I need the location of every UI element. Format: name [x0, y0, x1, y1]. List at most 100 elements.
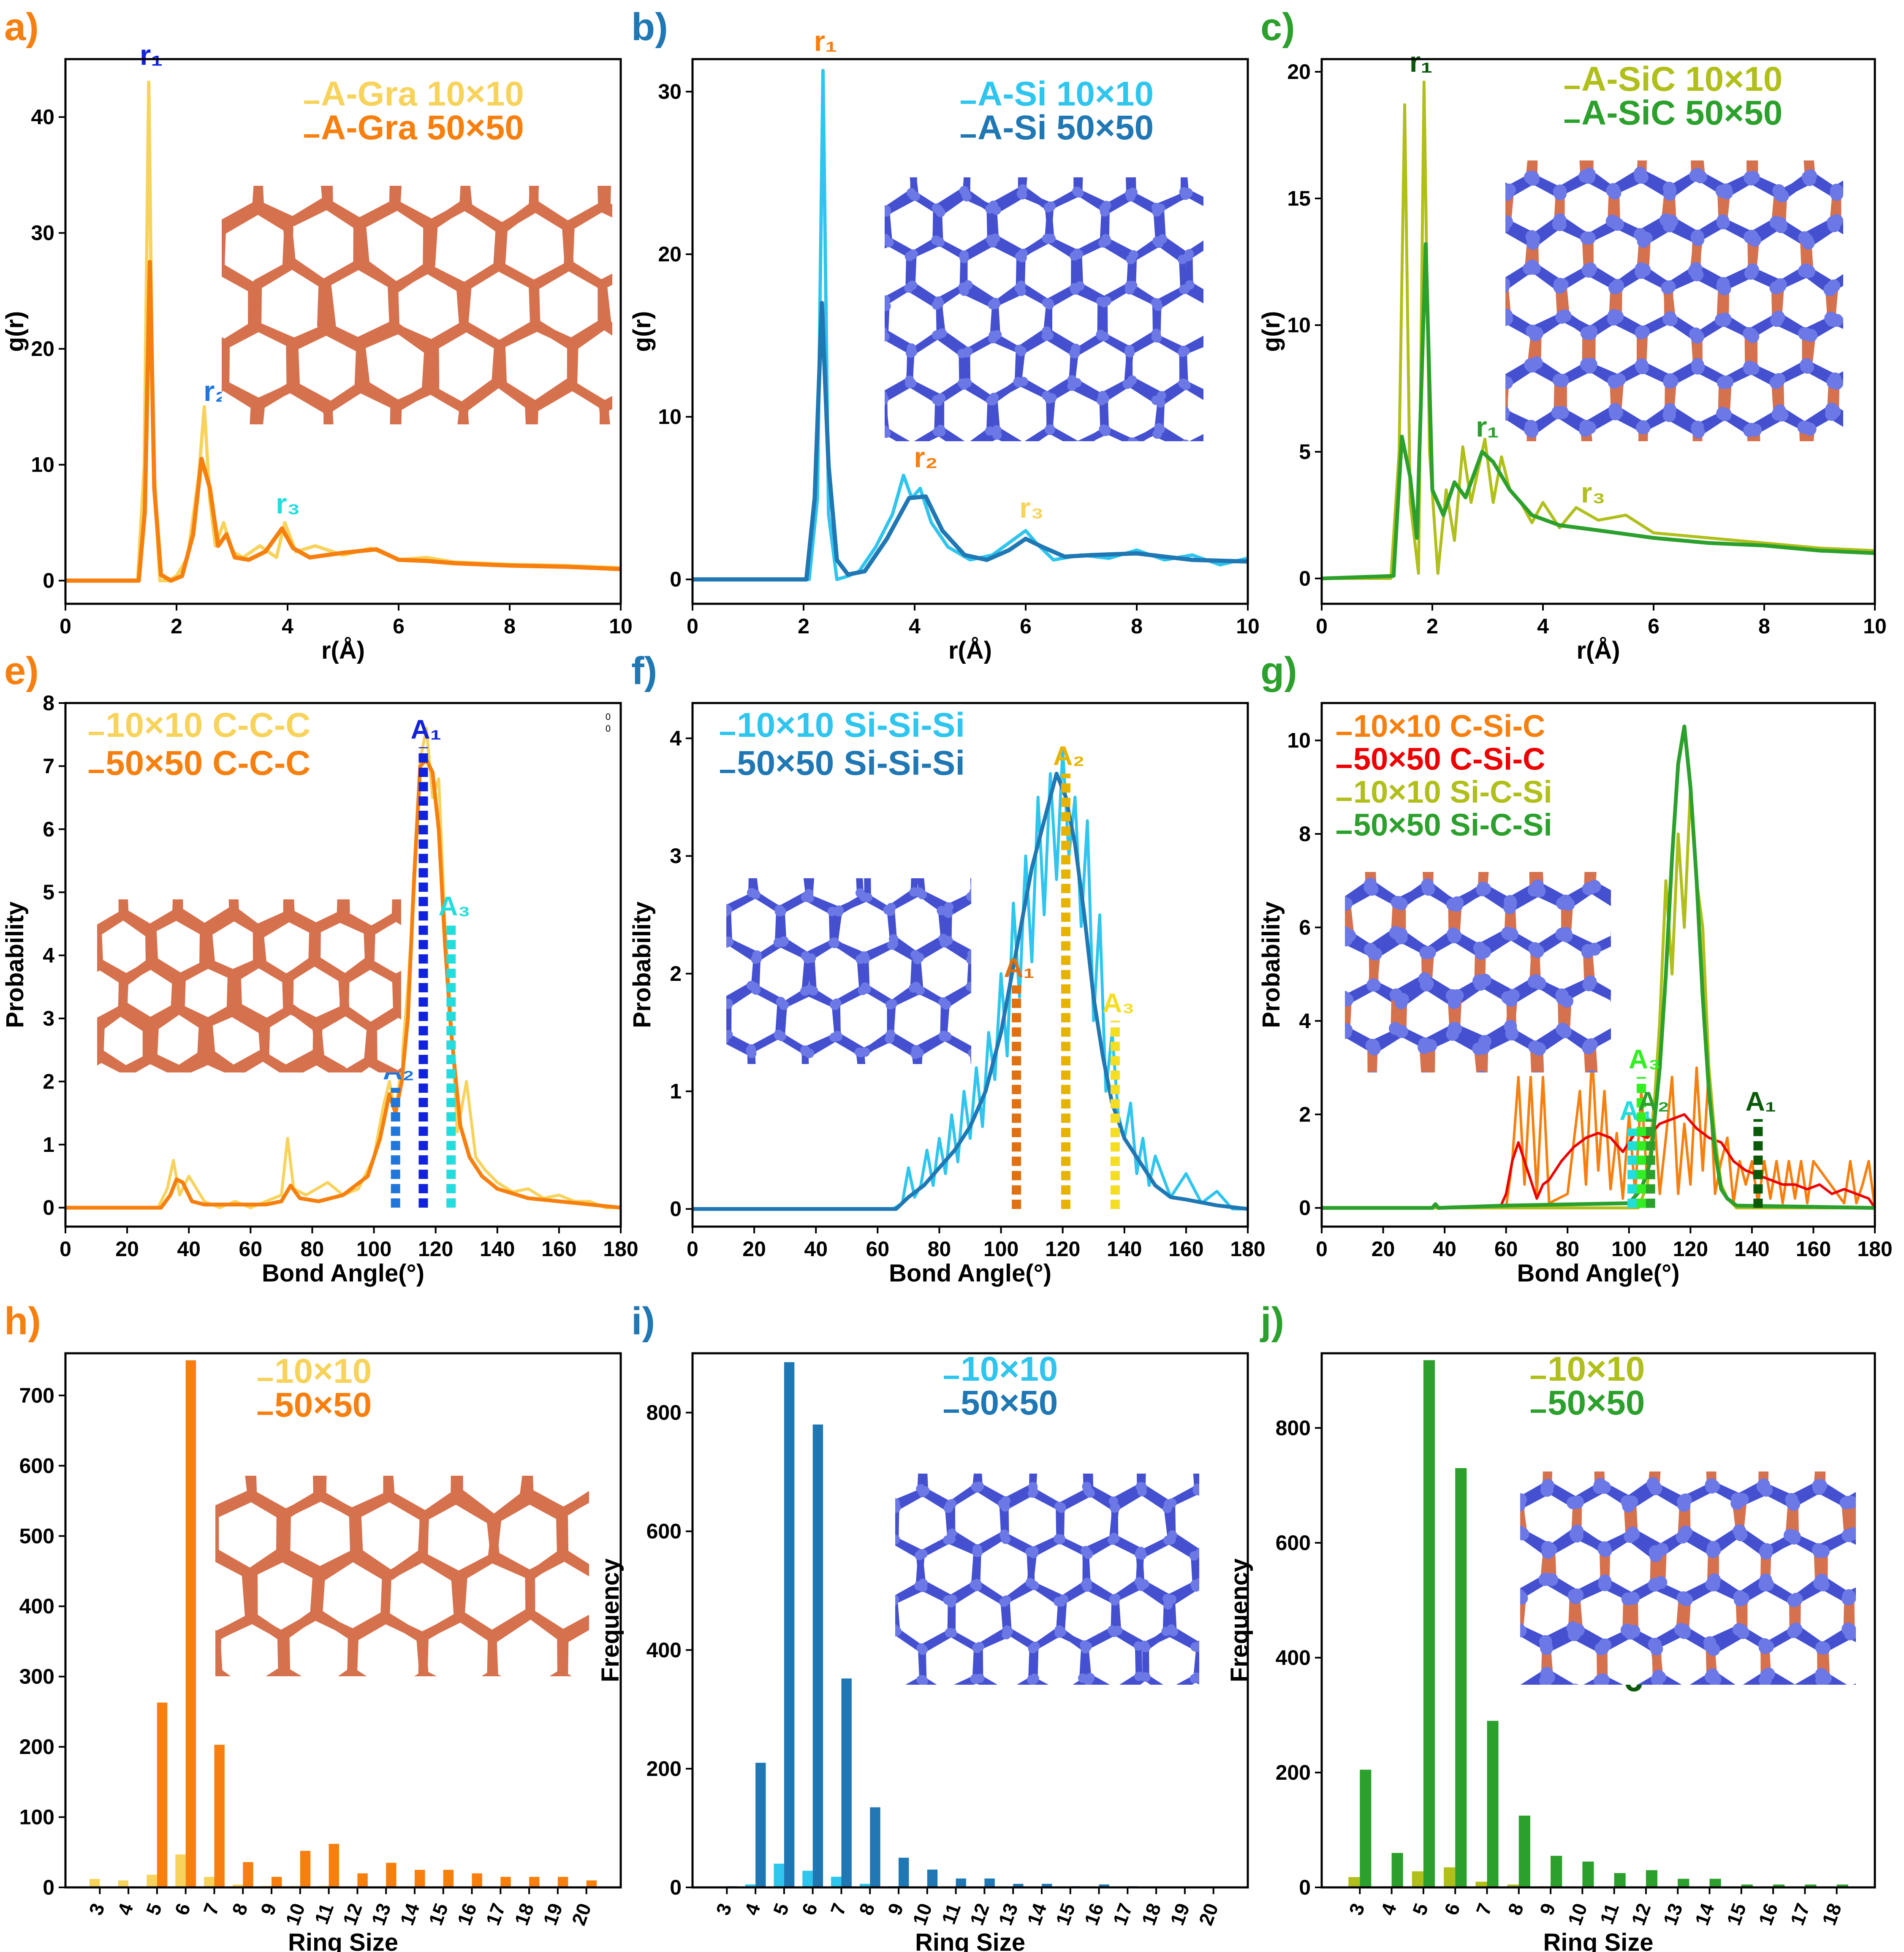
bar-h-1-16	[557, 1877, 568, 1887]
x-tick-label: 11	[310, 1900, 338, 1927]
angle-marker-label: A₁	[410, 714, 441, 745]
x-tick-label: 8	[504, 614, 516, 638]
peak-label: r₁	[814, 25, 837, 57]
y-axis-label: g(r)	[628, 311, 656, 352]
x-axis-label: r(Å)	[1576, 637, 1620, 664]
axes-frame	[691, 702, 1249, 1228]
bar-i-1-8	[956, 1878, 966, 1887]
x-axis-label: Ring Size	[1543, 1929, 1653, 1952]
y-axis-label: g(r)	[1, 311, 29, 352]
y-tick-label: 40	[31, 105, 54, 129]
bar-h-1-6	[272, 1877, 282, 1887]
bar-i-0-4	[831, 1876, 842, 1887]
y-tick-label: 600	[1276, 1531, 1311, 1555]
bar-j-1-6	[1551, 1856, 1562, 1887]
legend-entry: 10×10 Si-C-Si	[1353, 774, 1552, 809]
panel-f: f) A₁ A₂ A₃ 0 20 40 60 80 100 120 140 160 180 0 1 2 3 4 Bon…	[628, 649, 1266, 1287]
bar-h-1-3	[185, 1360, 196, 1887]
legend-entry: 10×10 Si-Si-Si	[737, 706, 965, 744]
bar-j-1-14	[1805, 1884, 1817, 1887]
x-tick-label: 14	[396, 1900, 424, 1928]
x-tick-label: 17	[481, 1900, 509, 1928]
y-tick-label: 1	[43, 1133, 54, 1157]
bar-j-1-13	[1773, 1884, 1785, 1887]
x-tick-label: 180	[603, 1237, 638, 1261]
y-tick-label: 20	[1287, 60, 1311, 84]
axes-frame	[1320, 58, 1876, 605]
peak-label: r₂	[914, 442, 938, 474]
y-tick-label: 700	[19, 1384, 54, 1407]
x-tick-label: 5	[1408, 1900, 1433, 1918]
x-tick-label: 4	[1376, 1900, 1401, 1918]
bar-i-1-1	[755, 1762, 766, 1887]
y-tick-label: 0	[43, 569, 54, 592]
x-tick-label: 4	[909, 614, 921, 638]
x-tick-label: 140	[1107, 1237, 1142, 1261]
axes-frame	[691, 1352, 1249, 1889]
bar-h-1-11	[415, 1870, 425, 1887]
x-tick-label: 120	[1045, 1237, 1080, 1261]
y-tick-label: 2	[43, 1070, 54, 1093]
x-tick-label: 80	[928, 1237, 951, 1261]
x-tick-label: 7	[1472, 1900, 1496, 1918]
legend-entry: 10×10 C-C-C	[106, 706, 310, 744]
y-tick-label: 300	[19, 1665, 54, 1689]
x-tick-label: 13	[367, 1900, 395, 1928]
bar-i-1-9	[984, 1878, 995, 1887]
series-line-g-3	[1322, 724, 1875, 1210]
x-tick-label: 10	[281, 1900, 309, 1928]
x-axis-label: Ring Size	[288, 1929, 398, 1952]
inset-structure-c	[1505, 160, 1843, 441]
x-tick-label: 16	[1754, 1900, 1782, 1928]
bar-i-1-4	[841, 1678, 852, 1887]
y-tick-label: 800	[646, 1401, 682, 1425]
bar-i-1-13	[1099, 1884, 1109, 1887]
x-axis-label: Bond Angle(°)	[262, 1260, 424, 1287]
x-tick-label: 18	[1137, 1900, 1165, 1928]
x-tick-label: 6	[797, 1900, 822, 1918]
y-tick-label: 400	[19, 1594, 54, 1618]
legend-entry: 50×50 Si-C-Si	[1353, 807, 1552, 842]
bar-h-1-14	[500, 1877, 511, 1887]
y-tick-label: 200	[646, 1757, 682, 1781]
y-tick-label: 8	[1299, 822, 1311, 846]
x-tick-label: 180	[1230, 1237, 1265, 1261]
bar-h-1-5	[243, 1862, 253, 1887]
series-line-a-1	[65, 260, 621, 583]
legend-entry: 50×50	[961, 1384, 1058, 1422]
x-tick-label: 5	[142, 1900, 166, 1918]
x-tick-label: 6	[1020, 614, 1032, 638]
x-tick-label: 4	[282, 614, 293, 638]
x-tick-label: 160	[541, 1237, 576, 1261]
legend-entry: A-SiC 50×50	[1581, 94, 1782, 132]
x-tick-label: 15	[1051, 1900, 1079, 1928]
x-tick-label: 5	[769, 1900, 793, 1918]
corner-mark: 0	[606, 711, 611, 722]
y-tick-label: 3	[670, 844, 682, 868]
bar-i-1-2	[784, 1362, 795, 1887]
y-tick-label: 400	[646, 1638, 682, 1662]
x-tick-label: 140	[1734, 1237, 1769, 1261]
x-tick-label: 18	[1818, 1900, 1846, 1928]
y-tick-label: 0	[1299, 1876, 1311, 1899]
bar-j-1-7	[1582, 1861, 1594, 1887]
angle-marker-label: A₂	[1638, 1086, 1670, 1116]
angle-marker-label: A₃	[1629, 1044, 1661, 1075]
y-tick-label: 100	[19, 1805, 54, 1829]
y-tick-label: 4	[43, 944, 54, 967]
y-tick-label: 4	[670, 727, 682, 750]
x-tick-label: 13	[994, 1900, 1022, 1928]
legend-entry: 10×10	[1548, 1350, 1645, 1388]
x-tick-label: 140	[480, 1237, 515, 1261]
axes-frame	[691, 58, 1249, 605]
angle-marker-label: A₃	[438, 891, 470, 921]
inset-structure-j	[1520, 1471, 1856, 1685]
x-tick-label: 100	[356, 1237, 391, 1261]
x-tick-label: 80	[301, 1237, 324, 1261]
y-tick-label: 2	[1299, 1102, 1311, 1126]
y-axis-label: Probability	[1, 901, 29, 1028]
x-tick-label: 120	[1673, 1237, 1708, 1261]
x-tick-label: 13	[1659, 1900, 1687, 1928]
y-tick-label: 800	[1276, 1416, 1311, 1440]
y-tick-label: 4	[1299, 1009, 1311, 1033]
